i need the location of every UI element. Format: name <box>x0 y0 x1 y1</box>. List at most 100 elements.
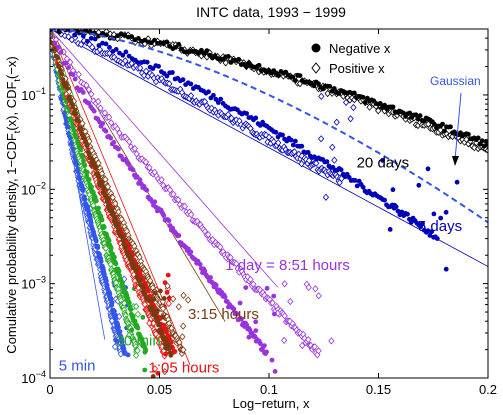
data-point-positive-4-158 <box>315 347 322 355</box>
data-point-negative-5-52 <box>215 100 221 105</box>
data-point-negative-5-15 <box>113 47 119 52</box>
data-point-negative-3-19 <box>72 107 78 113</box>
data-point-negative-5-77 <box>273 129 279 135</box>
data-point-positive-4-40 <box>142 158 150 166</box>
data-point-negative-0-117 <box>107 292 113 297</box>
data-point-negative-6-51 <box>225 54 231 59</box>
data-point-negative-6-25 <box>152 37 157 43</box>
data-point-positive-4-157 <box>314 351 321 359</box>
data-point-negative-4-31 <box>111 139 117 145</box>
data-point-positive-3-165 <box>179 333 186 341</box>
data-point-negative-5-84 <box>288 137 294 143</box>
data-point-negative-3-101 <box>133 268 139 274</box>
data-point-negative-6-164 <box>475 135 481 141</box>
data-point-positive-5-48 <box>166 80 173 88</box>
data-point-positive-3-160 <box>169 295 177 303</box>
data-point-negative-1-60 <box>93 198 99 204</box>
data-point-negative-1-52 <box>89 184 94 190</box>
data-point-negative-4-8 <box>70 72 76 77</box>
data-point-negative-1-41 <box>82 162 88 168</box>
data-point-negative-5-164 <box>392 202 398 208</box>
data-point-negative-6-159 <box>466 131 471 137</box>
data-point-positive-4-123 <box>269 299 276 307</box>
data-point-negative-3-138 <box>156 321 162 327</box>
x-tick-label-2: 0.1 <box>260 382 278 397</box>
y-tick-label-2: 10−2 <box>21 180 46 197</box>
data-point-negative-6-109 <box>362 100 368 105</box>
data-point-negative-0-155 <box>121 346 127 351</box>
data-point-negative-3-17 <box>70 104 76 109</box>
data-point-negative-1-83 <box>106 238 112 244</box>
data-point-negative-5-18 <box>123 49 129 55</box>
data-point-positive-2-168 <box>151 365 159 373</box>
data-point-positive-6-169 <box>484 146 488 155</box>
gaussian-curve <box>50 29 488 224</box>
data-point-negative-6-135 <box>417 113 423 119</box>
data-point-negative-6-86 <box>311 83 317 89</box>
data-point-negative-1-48 <box>86 177 92 182</box>
data-point-positive-3-24 <box>79 119 86 128</box>
data-point-negative-6-130 <box>407 110 413 116</box>
data-point-negative-5-166 <box>431 211 437 217</box>
data-point-positive-3-169 <box>161 367 168 376</box>
data-point-positive-5-60 <box>187 92 195 100</box>
data-point-positive-3-161 <box>180 291 187 300</box>
data-point-negative-5-115 <box>352 178 358 183</box>
data-point-negative-3-168 <box>163 345 168 351</box>
data-point-negative-3-69 <box>112 215 118 221</box>
data-point-negative-5-25 <box>144 59 150 65</box>
data-point-negative-6-55 <box>236 57 242 62</box>
data-point-positive-1-163 <box>134 310 142 318</box>
data-point-negative-4-97 <box>197 262 203 267</box>
data-point-negative-3-159 <box>152 290 158 296</box>
data-point-positive-5-166 <box>331 156 338 164</box>
data-point-negative-1-35 <box>78 147 84 153</box>
data-point-negative-0-54 <box>81 186 86 192</box>
data-point-positive-4-161 <box>312 285 319 293</box>
data-point-negative-4-152 <box>258 341 263 347</box>
data-point-negative-3-35 <box>86 151 92 156</box>
data-point-negative-5-64 <box>244 111 250 116</box>
chart-title: INTC data, 1993 − 1999 <box>196 4 346 20</box>
data-point-negative-0-87 <box>95 245 101 250</box>
data-point-negative-6-167 <box>481 143 487 149</box>
data-point-negative-0-123 <box>109 300 115 305</box>
data-point-positive-4-132 <box>281 312 288 320</box>
data-point-negative-4-3 <box>58 49 64 55</box>
data-point-negative-1-87 <box>108 245 114 251</box>
data-point-negative-3-162 <box>160 314 166 320</box>
data-point-positive-2-166 <box>146 319 153 327</box>
data-point-positive-3-166 <box>180 322 187 330</box>
data-point-negative-5-6 <box>80 33 86 39</box>
data-point-negative-3-73 <box>115 225 121 230</box>
data-point-negative-5-27 <box>150 66 156 71</box>
data-point-negative-5-168 <box>387 227 393 232</box>
data-point-negative-3-169 <box>150 374 156 378</box>
data-point-positive-5-169 <box>322 193 330 201</box>
data-point-positive-3-52 <box>104 183 112 191</box>
data-point-positive-3-127 <box>159 304 167 313</box>
data-point-negative-3-26 <box>78 127 84 132</box>
data-point-negative-4-2 <box>55 44 61 50</box>
data-point-negative-0-47 <box>77 175 83 181</box>
data-point-negative-1-109 <box>120 280 125 286</box>
data-point-negative-4-39 <box>123 156 129 162</box>
data-point-negative-5-162 <box>390 187 396 193</box>
data-point-negative-4-67 <box>161 213 167 218</box>
data-point-negative-4-34 <box>116 146 121 152</box>
data-point-negative-6-95 <box>331 86 337 91</box>
data-point-negative-5-17 <box>120 52 126 58</box>
data-point-positive-6-50 <box>222 59 229 67</box>
data-point-positive-3-163 <box>184 296 192 304</box>
data-point-negative-3-113 <box>141 286 147 291</box>
data-point-negative-1-25 <box>71 127 77 133</box>
data-point-negative-2-160 <box>165 272 171 278</box>
data-point-negative-6-32 <box>173 44 179 50</box>
data-point-negative-3-47 <box>96 174 101 180</box>
data-point-positive-4-63 <box>181 202 188 210</box>
data-point-negative-3-64 <box>108 207 114 213</box>
legend-label-positive: Positive x <box>329 61 385 76</box>
data-point-positive-5-159 <box>318 92 325 101</box>
data-point-positive-4-168 <box>328 337 335 345</box>
data-point-negative-3-59 <box>105 196 111 202</box>
